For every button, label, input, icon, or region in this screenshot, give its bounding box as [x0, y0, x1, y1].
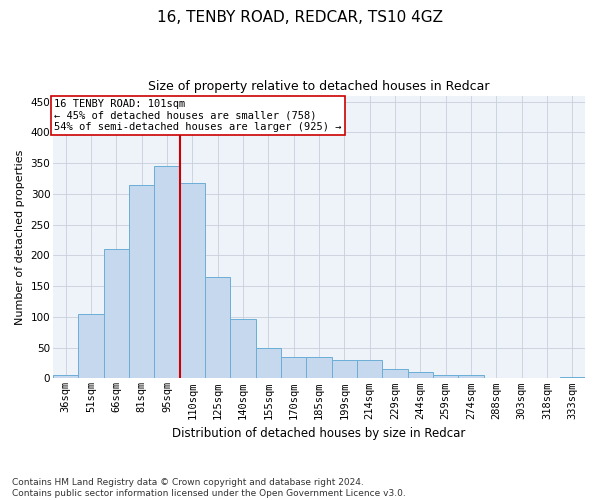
- Bar: [407, 372, 433, 378]
- Bar: [205, 277, 230, 378]
- Bar: [307, 357, 332, 378]
- Bar: [560, 376, 585, 378]
- Y-axis label: Number of detached properties: Number of detached properties: [15, 150, 25, 324]
- Bar: [154, 166, 180, 378]
- Bar: [357, 360, 382, 378]
- Text: 16 TENBY ROAD: 101sqm
← 45% of detached houses are smaller (758)
54% of semi-det: 16 TENBY ROAD: 101sqm ← 45% of detached …: [55, 98, 342, 132]
- X-axis label: Distribution of detached houses by size in Redcar: Distribution of detached houses by size …: [172, 427, 466, 440]
- Bar: [180, 183, 205, 378]
- Bar: [458, 376, 484, 378]
- Bar: [129, 184, 154, 378]
- Bar: [79, 314, 104, 378]
- Bar: [433, 376, 458, 378]
- Bar: [281, 357, 307, 378]
- Bar: [230, 318, 256, 378]
- Text: 16, TENBY ROAD, REDCAR, TS10 4GZ: 16, TENBY ROAD, REDCAR, TS10 4GZ: [157, 10, 443, 25]
- Bar: [382, 369, 407, 378]
- Title: Size of property relative to detached houses in Redcar: Size of property relative to detached ho…: [148, 80, 490, 93]
- Text: Contains HM Land Registry data © Crown copyright and database right 2024.
Contai: Contains HM Land Registry data © Crown c…: [12, 478, 406, 498]
- Bar: [53, 374, 79, 378]
- Bar: [104, 250, 129, 378]
- Bar: [332, 360, 357, 378]
- Bar: [256, 348, 281, 378]
